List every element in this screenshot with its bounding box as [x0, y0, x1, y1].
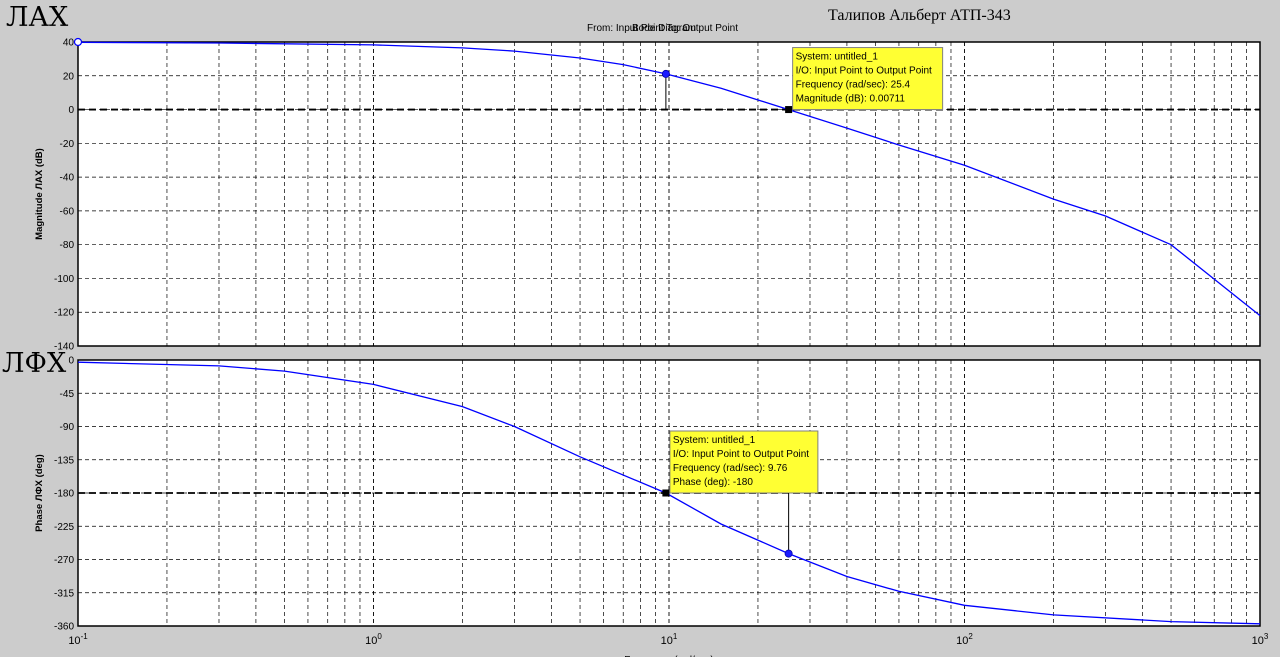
phase-plot: 0 -45 -90 -135 -180 -225 -270 -315 -360 Phase ЛФХ…	[34, 356, 1261, 633]
y-tick-label: -60	[60, 206, 75, 217]
y-tick-label: -90	[60, 422, 75, 433]
datatip-line: Frequency (rad/sec): 25.4	[796, 80, 911, 91]
x-tick-label: 10-1	[68, 632, 88, 647]
y-tick-label: 20	[63, 71, 75, 82]
y-tick-label: -100	[54, 274, 74, 285]
plot-title: Bode Diagram	[632, 23, 696, 34]
marker-square	[785, 106, 793, 114]
plot-frame	[77, 359, 1261, 627]
x-tick-label: 102	[956, 632, 973, 647]
x-tick-label: 100	[365, 632, 382, 647]
y-tick-label: -40	[60, 173, 75, 184]
marker-dot	[661, 69, 670, 78]
author-label: Талипов Альберт АТП-343	[828, 7, 1011, 24]
y-tick-label: -315	[54, 588, 74, 599]
datatip-line: System: untitled_1	[796, 52, 879, 63]
marker-dot	[784, 549, 793, 558]
x-axis-label: Frequency (rad/sec)	[624, 655, 713, 657]
datatip-line: System: untitled_1	[673, 435, 756, 446]
x-axis-ticks: 10-1 100 101 102 103 Frequency (rad/sec)	[68, 632, 1269, 657]
y-tick-label: 0	[68, 105, 74, 116]
magnitude-plot: 40 20 0 -20 -40 -60 -80 -100 -120 -140 Magnitude Л…	[34, 37, 1261, 353]
series-line	[77, 361, 1261, 625]
datatip-box	[669, 430, 819, 494]
datatip-line: Frequency (rad/sec): 9.76	[673, 463, 788, 474]
series-line	[77, 41, 1261, 317]
x-tick-label: 101	[661, 632, 678, 647]
y-axis-label: Magnitude ЛАХ (dB)	[34, 148, 45, 240]
x-tick-label: 103	[1252, 632, 1269, 647]
y-tick-label: 40	[63, 38, 75, 49]
y-tick-label: -80	[60, 240, 75, 251]
marker-square	[662, 489, 670, 497]
datatip-line: Magnitude (dB): 0.00711	[796, 94, 906, 105]
datatip-line: Phase (deg): -180	[673, 477, 753, 488]
datatip-line: I/O: Input Point to Output Point	[796, 66, 932, 77]
io-header: From: Input Point To: Output Point	[587, 23, 739, 34]
y-tick-label: -135	[54, 455, 74, 466]
y-tick-label: -270	[54, 555, 74, 566]
y-tick-label: -20	[60, 139, 75, 150]
y-axis-label: Phase ЛФХ (deg)	[34, 454, 45, 532]
datatip-line: I/O: Input Point to Output Point	[673, 449, 809, 460]
plot-frame	[77, 41, 1261, 347]
marker-ring	[73, 37, 83, 47]
y-tick-label: 0	[68, 356, 74, 367]
y-tick-label: -225	[54, 522, 74, 533]
y-tick-label: -120	[54, 308, 74, 319]
y-tick-label: -360	[54, 622, 74, 633]
mag-section-label: ЛАХ	[6, 2, 69, 33]
y-tick-label: -45	[60, 389, 75, 400]
datatip-box	[792, 47, 944, 111]
y-tick-label: -140	[54, 342, 74, 353]
phase-section-label: ЛФХ	[2, 348, 67, 379]
y-tick-label: -180	[54, 489, 74, 500]
